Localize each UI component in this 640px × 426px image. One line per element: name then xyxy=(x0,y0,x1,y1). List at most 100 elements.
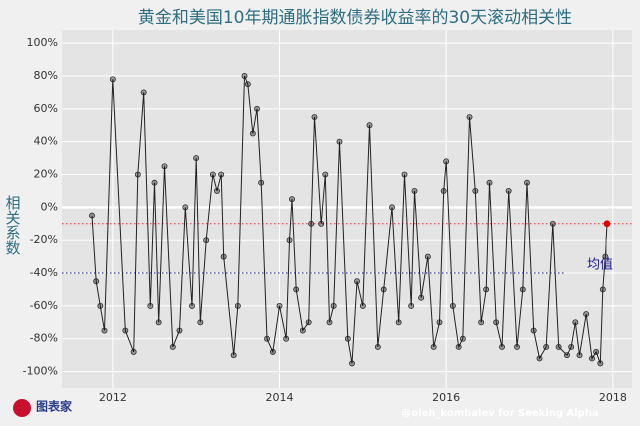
data-point xyxy=(97,302,104,309)
y-tick-label: 80% xyxy=(34,69,58,82)
watermark: @oleh_kombalev for Seeking Alpha xyxy=(401,408,598,419)
data-point xyxy=(589,355,595,362)
logo: 图表家 xyxy=(36,399,73,414)
data-point xyxy=(472,187,479,194)
data-point xyxy=(493,319,500,326)
data-point xyxy=(155,319,162,326)
data-point xyxy=(305,319,312,326)
data-point xyxy=(330,302,337,309)
y-axis-label: 相关系数 xyxy=(4,195,22,255)
data-point xyxy=(318,220,325,227)
data-point xyxy=(524,179,530,186)
data-point xyxy=(276,302,283,309)
data-point xyxy=(182,204,189,211)
data-point xyxy=(424,253,431,260)
data-point xyxy=(478,319,485,326)
data-point xyxy=(583,311,590,318)
data-point xyxy=(258,179,265,186)
data-point xyxy=(193,155,200,162)
data-point xyxy=(603,220,611,228)
data-point xyxy=(466,114,473,120)
data-point xyxy=(408,302,415,309)
data-point xyxy=(568,343,575,350)
data-point xyxy=(449,302,456,309)
data-point xyxy=(203,237,210,244)
x-tick-label: 2016 xyxy=(432,391,460,404)
data-point xyxy=(230,352,237,359)
data-point xyxy=(536,355,543,362)
data-point xyxy=(308,220,315,227)
data-point xyxy=(389,204,395,211)
data-point xyxy=(380,286,387,293)
data-point xyxy=(593,348,600,355)
data-point xyxy=(109,76,116,83)
data-point xyxy=(140,89,147,96)
x-tick-label: 2018 xyxy=(599,391,627,404)
data-point xyxy=(374,343,381,350)
data-point xyxy=(514,343,520,350)
data-point xyxy=(602,253,609,260)
series-line xyxy=(91,75,608,364)
chart-title: 黄金和美国10年期通胀指数债券收益率的30天滚动相关性 xyxy=(138,8,572,28)
data-point xyxy=(483,286,490,293)
y-tick-label: -100% xyxy=(23,365,58,378)
data-point xyxy=(344,335,351,342)
data-point xyxy=(311,114,318,120)
data-point xyxy=(89,212,95,219)
data-point xyxy=(499,343,505,350)
data-point xyxy=(576,352,583,359)
data-point xyxy=(176,327,183,334)
data-point xyxy=(530,327,537,334)
data-point xyxy=(293,286,300,293)
data-point xyxy=(336,138,343,145)
data-point xyxy=(486,179,493,186)
data-point xyxy=(455,343,462,350)
data-point xyxy=(254,105,260,112)
data-point xyxy=(543,343,550,350)
data-point xyxy=(349,360,355,367)
x-tick-label: 2012 xyxy=(99,391,127,404)
data-point xyxy=(130,348,137,355)
data-point xyxy=(241,73,248,79)
data-point xyxy=(366,122,373,129)
data-point xyxy=(443,158,450,165)
y-tick-label: -20% xyxy=(30,233,58,246)
data-point xyxy=(283,335,290,342)
data-point xyxy=(169,343,176,350)
data-point xyxy=(147,302,154,309)
data-point xyxy=(436,319,443,326)
data-point xyxy=(161,163,168,170)
data-point xyxy=(599,286,606,293)
data-point xyxy=(354,278,360,285)
grid xyxy=(62,30,632,388)
data-point xyxy=(459,335,466,342)
marks xyxy=(62,73,632,367)
data-point xyxy=(234,302,241,309)
y-tick-label: -40% xyxy=(30,266,58,279)
data-point xyxy=(197,319,204,326)
data-point xyxy=(572,319,579,326)
y-tick-label: 100% xyxy=(27,36,58,49)
y-tick-label: 0% xyxy=(41,200,58,213)
data-point xyxy=(286,237,293,244)
data-point xyxy=(134,171,141,178)
data-point xyxy=(249,130,256,137)
data-point xyxy=(555,343,562,350)
data-point xyxy=(564,352,570,359)
data-point xyxy=(269,348,276,355)
data-point xyxy=(209,171,216,178)
data-point xyxy=(189,302,195,309)
data-point xyxy=(401,171,408,178)
data-point xyxy=(122,327,129,334)
data-point xyxy=(151,179,158,186)
data-point xyxy=(411,187,418,194)
data-point xyxy=(244,81,251,88)
data-point xyxy=(549,220,556,227)
data-point xyxy=(299,327,306,334)
y-tick-label: -60% xyxy=(30,299,58,312)
y-tick-label: 20% xyxy=(34,168,58,181)
data-point xyxy=(440,187,447,194)
logo-icon xyxy=(13,399,31,417)
data-point xyxy=(430,343,437,350)
